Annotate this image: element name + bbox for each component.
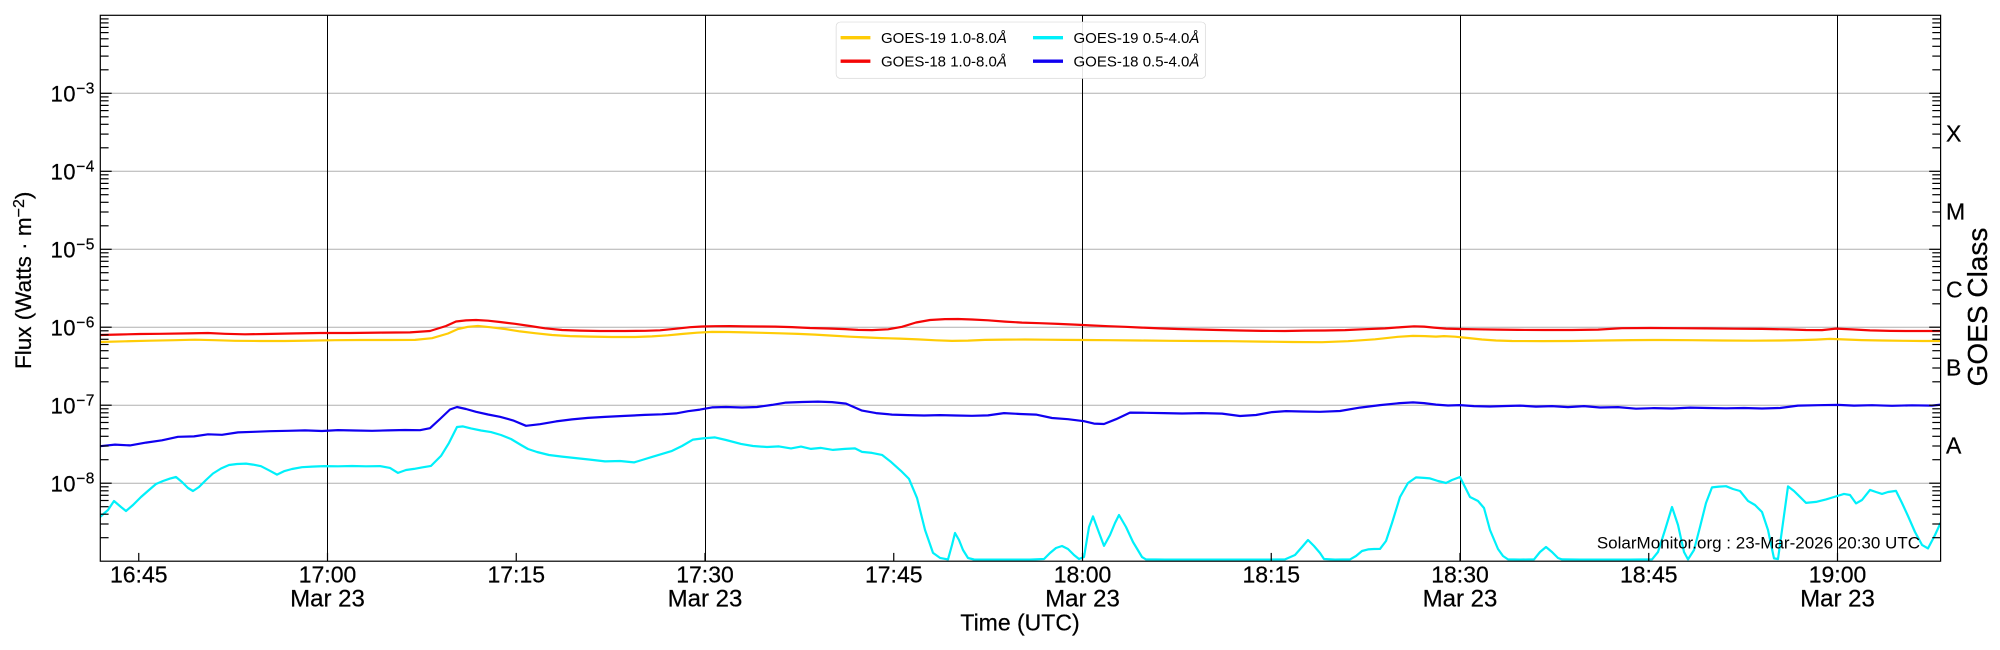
svg-text:18:15: 18:15: [1242, 562, 1300, 588]
svg-text:B: B: [1946, 355, 1961, 381]
svg-text:17:30: 17:30: [676, 562, 734, 588]
svg-text:GOES Class: GOES Class: [1962, 228, 1993, 387]
svg-text:A: A: [1946, 433, 1962, 459]
svg-text:18:30: 18:30: [1431, 562, 1489, 588]
svg-text:19:00: 19:00: [1809, 562, 1867, 588]
svg-text:GOES-18 1.0-8.0Å: GOES-18 1.0-8.0Å: [881, 54, 1007, 71]
svg-text:GOES-19 1.0-8.0Å: GOES-19 1.0-8.0Å: [881, 30, 1007, 47]
svg-text:17:45: 17:45: [865, 562, 923, 588]
svg-text:M: M: [1946, 199, 1965, 225]
svg-text:Flux (Watts · m−2): Flux (Watts · m−2): [11, 192, 36, 369]
svg-text:Mar 23: Mar 23: [1423, 586, 1498, 613]
svg-text:Mar 23: Mar 23: [668, 586, 743, 613]
svg-text:10−3: 10−3: [50, 81, 95, 107]
svg-text:18:45: 18:45: [1620, 562, 1678, 588]
svg-text:18:00: 18:00: [1054, 562, 1112, 588]
svg-text:Mar 23: Mar 23: [1800, 586, 1875, 613]
svg-text:Mar 23: Mar 23: [1045, 586, 1120, 613]
svg-text:17:00: 17:00: [299, 562, 357, 588]
svg-text:C: C: [1946, 277, 1963, 303]
svg-text:17:15: 17:15: [487, 562, 545, 588]
svg-text:Time (UTC): Time (UTC): [960, 610, 1079, 636]
svg-text:Mar 23: Mar 23: [290, 586, 365, 613]
svg-text:GOES-18 0.5-4.0Å: GOES-18 0.5-4.0Å: [1074, 54, 1200, 71]
svg-text:SolarMonitor.org : 23-Mar-2026: SolarMonitor.org : 23-Mar-2026 20:30 UTC: [1597, 534, 1920, 553]
svg-text:X: X: [1946, 121, 1961, 147]
svg-text:16:45: 16:45: [110, 562, 168, 588]
svg-text:GOES-19 0.5-4.0Å: GOES-19 0.5-4.0Å: [1074, 30, 1200, 47]
